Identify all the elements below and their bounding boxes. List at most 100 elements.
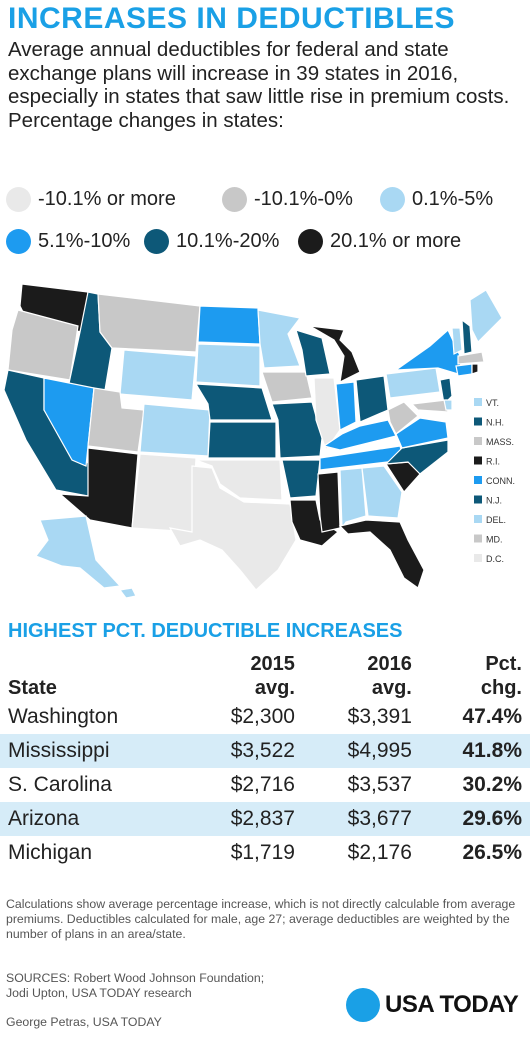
legend-label: 5.1%-10% — [38, 229, 131, 252]
cell-2016: $2,176 — [347, 841, 412, 864]
legend-item: -10.1%-0% — [222, 184, 353, 214]
cell-pct: 47.4% — [462, 705, 522, 728]
small-state-label: R.I. — [486, 457, 500, 467]
cell-2015: $3,522 — [186, 734, 303, 768]
cell-2016: $3,391 — [347, 705, 412, 728]
credit: George Petras, USA TODAY — [6, 1015, 162, 1029]
legend-swatch — [380, 186, 405, 212]
header-2016: 2016 avg. — [367, 653, 412, 699]
cell-state: Arizona — [0, 802, 186, 836]
state-pa — [385, 367, 441, 399]
table-title: HIGHEST PCT. DEDUCTIBLE INCREASES — [8, 620, 403, 642]
small-state-swatch — [474, 437, 482, 445]
cell-2015: $2,716 — [230, 773, 295, 796]
small-state-swatch — [474, 515, 482, 523]
small-state-swatch — [474, 476, 482, 484]
state-mt — [97, 293, 201, 353]
cell-state: S. Carolina — [8, 773, 112, 796]
usa-today-logo: USA TODAY — [346, 988, 519, 1022]
data-table: State 2015 avg. 2016 avg. Pct. chg. Washing… — [0, 652, 530, 870]
small-state-label: D.C. — [486, 554, 504, 564]
logo-dot-icon — [346, 988, 380, 1022]
state-oh — [355, 375, 389, 423]
state-wi — [295, 329, 331, 377]
legend-swatch — [222, 186, 247, 212]
small-state-label: CONN. — [486, 476, 515, 486]
state-ne — [194, 383, 273, 421]
small-state-swatch — [474, 495, 482, 504]
table-row: Mississippi $3,522 $4,995 41.8% — [0, 734, 530, 768]
cell-pct: 30.2% — [462, 773, 522, 796]
cell-pct: 29.6% — [419, 802, 530, 836]
state-ia — [261, 371, 313, 403]
table-row: Michigan $1,719 $2,176 26.5% — [0, 836, 530, 870]
cell-2016: $3,537 — [347, 773, 412, 796]
subtitle: Average annual deductibles for federal a… — [8, 38, 510, 132]
state-hi — [118, 587, 137, 599]
small-state-label: N.H. — [486, 418, 504, 428]
small-state-swatch — [474, 534, 482, 543]
legend-swatch — [6, 186, 31, 212]
cell-2015: $2,300 — [230, 705, 295, 728]
state-or — [7, 309, 79, 381]
state-fl — [338, 519, 425, 589]
state-az — [58, 447, 139, 529]
small-state-swatch — [474, 417, 482, 426]
header-state: State — [8, 677, 57, 699]
legend-label: 10.1%-20% — [176, 229, 280, 252]
state-nh — [461, 318, 473, 355]
state-nj — [439, 377, 453, 406]
legend-label: 20.1% or more — [330, 229, 462, 252]
state-sd — [195, 343, 261, 387]
header-pct-chg: Pct. chg. — [480, 653, 522, 699]
state-va — [395, 417, 449, 449]
state-nm — [131, 453, 197, 533]
cell-pct: 26.5% — [462, 841, 522, 864]
sources-line: Jodi Upton, USA TODAY research — [6, 986, 192, 1000]
state-nv — [43, 377, 95, 467]
state-ar — [281, 459, 321, 499]
small-state-label: DEL. — [486, 515, 506, 525]
legend-label: -10.1%-0% — [254, 187, 353, 210]
state-shapes — [3, 283, 503, 599]
legend-item: 0.1%-5% — [380, 184, 493, 214]
state-vt — [451, 327, 463, 355]
cell-state: Michigan — [8, 841, 93, 864]
state-tx — [168, 465, 297, 591]
sources-line: SOURCES: Robert Wood Johnson Foundation; — [6, 971, 265, 985]
state-ct — [455, 363, 473, 377]
legend-item: 5.1%-10% — [6, 226, 130, 256]
state-ri — [471, 363, 479, 375]
legend-label: -10.1% or more — [38, 187, 176, 210]
state-al — [339, 467, 367, 530]
small-state-label: VT. — [486, 398, 499, 408]
table-header: State 2015 avg. 2016 avg. Pct. chg. — [0, 652, 530, 700]
small-state-swatch — [474, 398, 482, 406]
cell-pct: 41.8% — [419, 734, 530, 768]
page-title: INCREASES IN DEDUCTIBLES — [8, 2, 456, 35]
state-ga — [361, 465, 403, 519]
state-mi — [309, 325, 361, 384]
state-in — [335, 381, 357, 431]
cell-2015: $1,719 — [230, 841, 295, 864]
us-map: VT. N.H. MASS. R.I. CONN. N.J. DEL. MD. D.C. — [3, 283, 515, 599]
cell-2016: $4,995 — [302, 734, 420, 768]
state-ms — [317, 471, 341, 533]
table-row: Arizona $2,837 $3,677 29.6% — [0, 802, 530, 836]
legend-item: 20.1% or more — [298, 226, 461, 256]
state-la — [289, 499, 339, 547]
small-state-swatch — [474, 554, 482, 562]
state-md — [410, 399, 449, 413]
legend-item: 10.1%-20% — [144, 226, 279, 256]
state-ma — [457, 351, 485, 365]
small-state-label: MASS. — [486, 437, 514, 447]
logo-text: USA TODAY — [385, 991, 519, 1018]
cell-2016: $3,677 — [302, 802, 420, 836]
legend-label: 0.1%-5% — [412, 187, 494, 210]
state-me — [469, 289, 503, 344]
methodology-note: Calculations show average percentage inc… — [6, 897, 516, 941]
legend-item: -10.1% or more — [6, 184, 176, 214]
small-state-swatch — [474, 456, 482, 465]
state-de — [443, 399, 453, 411]
state-ak — [35, 515, 122, 589]
